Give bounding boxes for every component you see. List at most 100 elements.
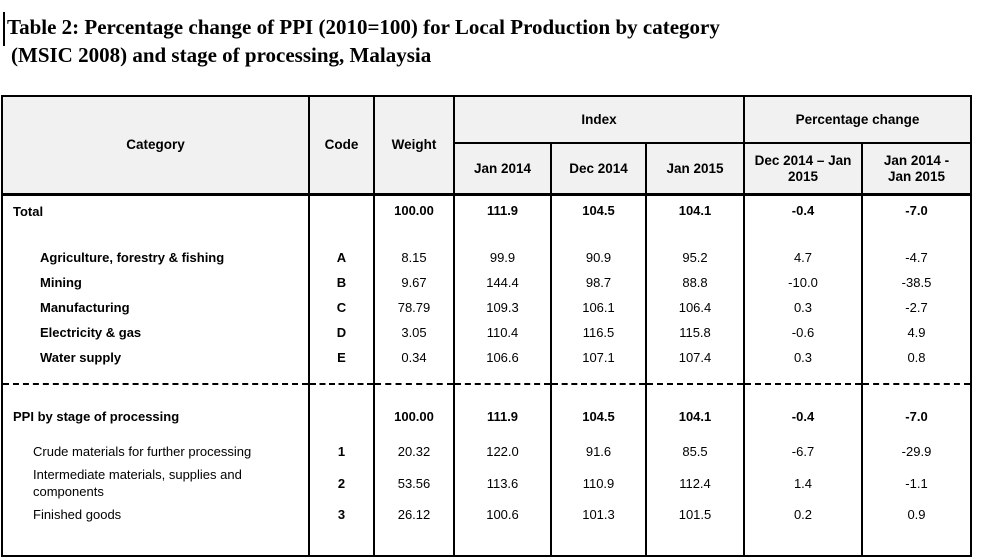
spacer-cell xyxy=(743,527,862,557)
change-mom-cell: 1.4 xyxy=(743,464,862,502)
header-weight: Weight xyxy=(373,96,454,195)
header-code: Code xyxy=(308,96,374,195)
code-cell: 2 xyxy=(308,464,374,502)
index-jan2014-cell: 110.4 xyxy=(453,320,551,345)
code-cell: E xyxy=(308,345,374,370)
index-jan2015-cell: 95.2 xyxy=(645,245,744,270)
index-dec2014-cell: 101.3 xyxy=(550,502,646,527)
index-dec2014-cell: 106.1 xyxy=(550,295,646,320)
spacer-cell xyxy=(373,370,454,384)
spacer-cell xyxy=(453,370,551,384)
change-yoy-cell: -2.7 xyxy=(861,295,971,320)
table-title: Table 2: Percentage change of PPI (2010=… xyxy=(0,0,987,69)
index-jan2015-cell: 104.1 xyxy=(645,383,744,439)
spacer-cell xyxy=(550,370,646,384)
category-cell: Mining xyxy=(1,270,309,295)
change-yoy-cell: -1.1 xyxy=(861,464,971,502)
row-mining: Mining B 9.67 144.4 98.7 88.8 -10.0 -38.… xyxy=(1,270,971,295)
index-jan2014-cell: 99.9 xyxy=(453,245,551,270)
spacer-cell xyxy=(373,527,454,557)
index-jan2014-cell: 106.6 xyxy=(453,345,551,370)
category-cell: Agriculture, forestry & fishing xyxy=(1,245,309,270)
spacer-cell xyxy=(645,527,744,557)
weight-cell: 100.00 xyxy=(373,193,454,233)
index-jan2015-cell: 85.5 xyxy=(645,439,744,464)
change-mom-cell: 4.7 xyxy=(743,245,862,270)
change-yoy-cell: 0.9 xyxy=(861,502,971,527)
change-mom-cell: -0.4 xyxy=(743,383,862,439)
header-group-row: Category Code Weight Index Percentage ch… xyxy=(1,96,971,195)
row-ppi-by-stage: PPI by stage of processing 100.00 111.9 … xyxy=(1,383,971,439)
index-jan2014-cell: 109.3 xyxy=(453,295,551,320)
change-mom-cell: -6.7 xyxy=(743,439,862,464)
index-jan2015-cell: 106.4 xyxy=(645,295,744,320)
weight-cell: 100.00 xyxy=(373,383,454,439)
change-yoy-cell: -38.5 xyxy=(861,270,971,295)
index-jan2014-cell: 144.4 xyxy=(453,270,551,295)
index-dec2014-cell: 116.5 xyxy=(550,320,646,345)
spacer-cell xyxy=(1,233,309,245)
row-crude-materials: Crude materials for further processing 1… xyxy=(1,439,971,464)
spacer-row xyxy=(1,233,971,245)
text-cursor-line xyxy=(3,12,5,46)
index-jan2015-cell: 115.8 xyxy=(645,320,744,345)
index-jan2015-cell: 112.4 xyxy=(645,464,744,502)
index-dec2014-cell: 98.7 xyxy=(550,270,646,295)
weight-cell: 3.05 xyxy=(373,320,454,345)
weight-cell: 78.79 xyxy=(373,295,454,320)
category-cell: Electricity & gas xyxy=(1,320,309,345)
table-body: Total 100.00 111.9 104.5 104.1 -0.4 -7.0… xyxy=(1,193,971,557)
change-mom-cell: 0.3 xyxy=(743,345,862,370)
header-change-jan2014-jan2015: Jan 2014 - Jan 2015 xyxy=(861,143,971,195)
title-line-1: Table 2: Percentage change of PPI (2010=… xyxy=(7,15,720,39)
change-mom-cell: -0.4 xyxy=(743,193,862,233)
weight-cell: 8.15 xyxy=(373,245,454,270)
index-dec2014-cell: 110.9 xyxy=(550,464,646,502)
index-dec2014-cell: 90.9 xyxy=(550,245,646,270)
category-cell: PPI by stage of processing xyxy=(1,383,309,439)
header-change-dec2014-jan2015: Dec 2014 – Jan 2015 xyxy=(743,143,862,195)
code-cell xyxy=(308,383,374,439)
spacer-cell xyxy=(645,233,744,245)
row-water-supply: Water supply E 0.34 106.6 107.1 107.4 0.… xyxy=(1,345,971,370)
change-yoy-cell: -7.0 xyxy=(861,383,971,439)
index-jan2014-cell: 100.6 xyxy=(453,502,551,527)
spacer-cell xyxy=(453,527,551,557)
table-header: Category Code Weight Index Percentage ch… xyxy=(1,96,971,195)
change-yoy-cell: -7.0 xyxy=(861,193,971,233)
index-dec2014-cell: 104.5 xyxy=(550,383,646,439)
change-mom-cell: -10.0 xyxy=(743,270,862,295)
code-cell: D xyxy=(308,320,374,345)
spacer-row xyxy=(1,370,971,384)
weight-cell: 20.32 xyxy=(373,439,454,464)
header-category: Category xyxy=(1,96,309,195)
code-cell: 3 xyxy=(308,502,374,527)
spacer-cell xyxy=(308,527,374,557)
spacer-cell xyxy=(861,233,971,245)
spacer-cell xyxy=(1,370,309,384)
spacer-cell xyxy=(550,527,646,557)
header-jan-2014: Jan 2014 xyxy=(453,143,551,195)
index-jan2015-cell: 88.8 xyxy=(645,270,744,295)
row-agriculture: Agriculture, forestry & fishing A 8.15 9… xyxy=(1,245,971,270)
code-cell xyxy=(308,193,374,233)
index-jan2014-cell: 111.9 xyxy=(453,383,551,439)
row-manufacturing: Manufacturing C 78.79 109.3 106.1 106.4 … xyxy=(1,295,971,320)
weight-cell: 0.34 xyxy=(373,345,454,370)
spacer-cell xyxy=(373,233,454,245)
index-dec2014-cell: 91.6 xyxy=(550,439,646,464)
weight-cell: 53.56 xyxy=(373,464,454,502)
category-cell: Finished goods xyxy=(1,502,309,527)
category-cell: Crude materials for further processing xyxy=(1,439,309,464)
code-cell: B xyxy=(308,270,374,295)
row-intermediate-materials: Intermediate materials, supplies and com… xyxy=(1,464,971,502)
row-electricity-gas: Electricity & gas D 3.05 110.4 116.5 115… xyxy=(1,320,971,345)
weight-cell: 26.12 xyxy=(373,502,454,527)
spacer-cell xyxy=(861,370,971,384)
code-cell: 1 xyxy=(308,439,374,464)
header-jan-2015: Jan 2015 xyxy=(645,143,744,195)
index-dec2014-cell: 107.1 xyxy=(550,345,646,370)
change-yoy-cell: -29.9 xyxy=(861,439,971,464)
index-jan2015-cell: 101.5 xyxy=(645,502,744,527)
header-group-percentage-change: Percentage change xyxy=(743,96,971,144)
